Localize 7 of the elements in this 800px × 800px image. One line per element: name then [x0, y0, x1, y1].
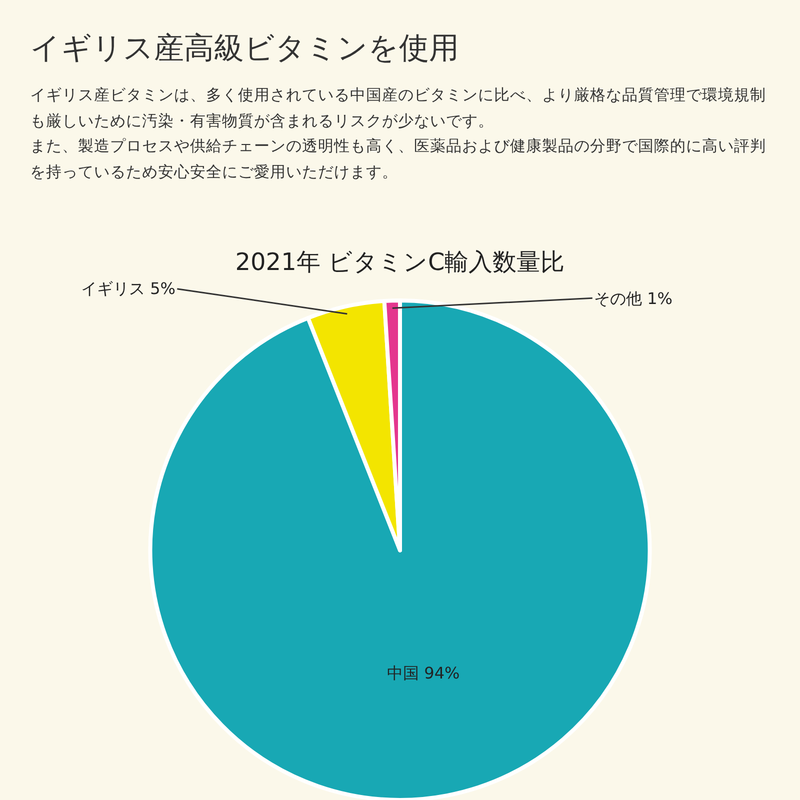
- chart-title: イギリス産高級ビタミンを使用: [30, 30, 460, 68]
- slice-label: その他 1%: [594, 289, 672, 308]
- text: また、製造プロセスや供給チェーンの透明性も高く、医薬品および健康製品の分野で国際的に高い評判を持っているため安心安全にご愛用いただけます。: [30, 136, 767, 183]
- text: 2021年 ビタミンC輸入数量比: [235, 248, 565, 276]
- chart-subtitle: イギリス産ビタミンは、多く使用されている中国産のビタミンに比べ、より厳格な品質管理で環境規制も厳しいために汚染・有害物質が含まれるリスクが少ないです。: [30, 85, 767, 132]
- slice-label: 中国 94%: [387, 663, 460, 682]
- slice-label: イギリス 5%: [81, 279, 176, 298]
